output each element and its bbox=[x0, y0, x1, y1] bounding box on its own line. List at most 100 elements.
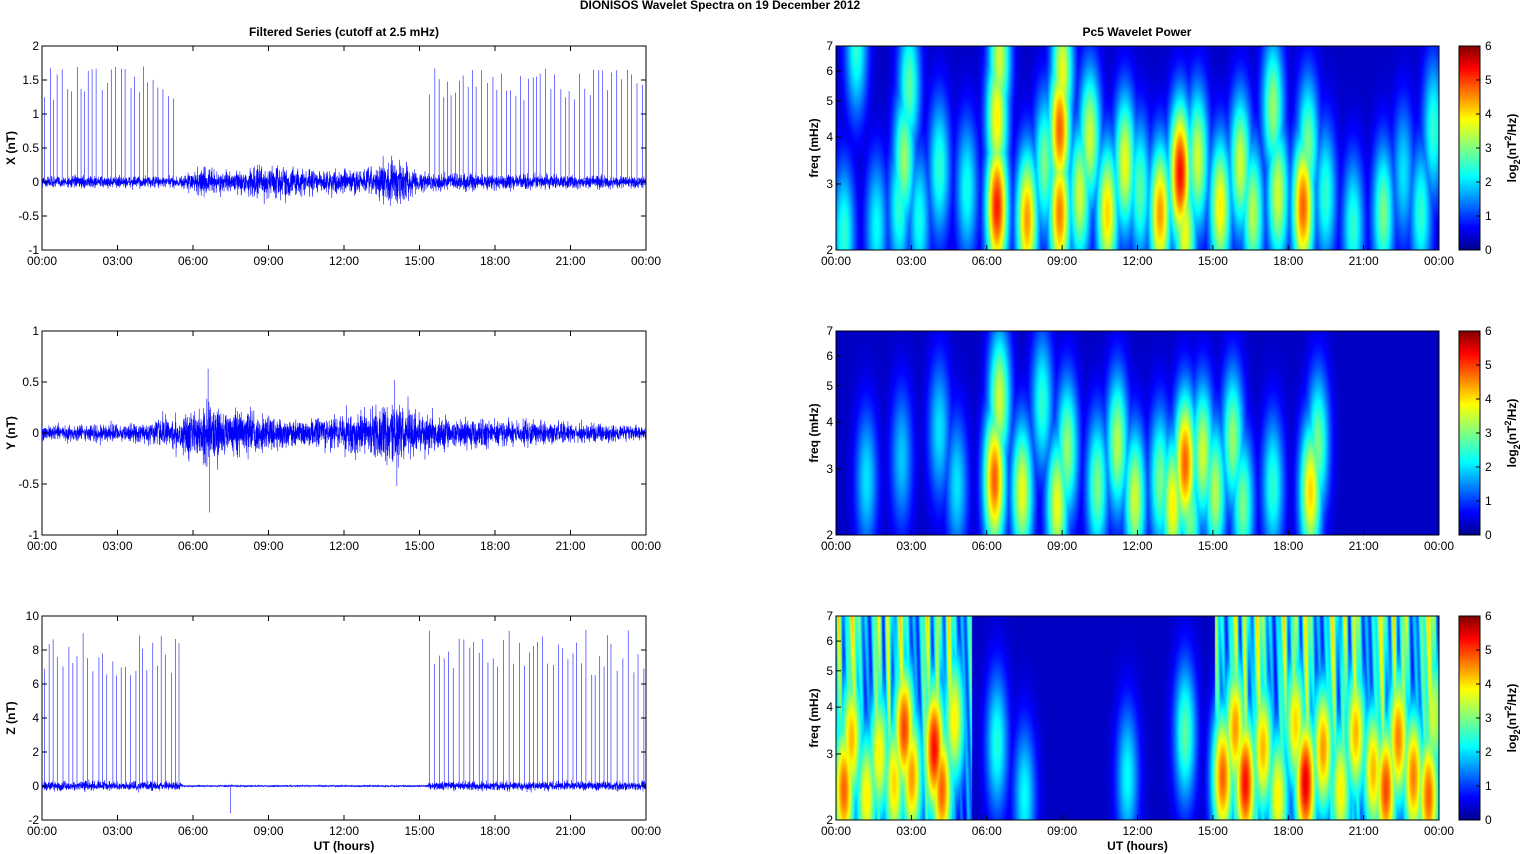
y-tick-label: 4 bbox=[32, 711, 39, 725]
x-tick-label: 00:00 bbox=[821, 539, 851, 553]
wavelet-panel-3: 00:00 03:00 06:00 09:00 12:00 15:00 18:00 21:00… bbox=[807, 609, 1521, 853]
x-tick-label: 00:00 bbox=[631, 254, 661, 268]
y-tick-label: 3 bbox=[826, 747, 833, 761]
colorbar-label: log2(nT2/Hz) bbox=[1503, 399, 1521, 468]
y-tick-label: 2 bbox=[32, 745, 39, 759]
x-tick-label: 15:00 bbox=[1198, 539, 1228, 553]
x-tick-label: 09:00 bbox=[253, 539, 283, 553]
x-tick-label: 12:00 bbox=[329, 254, 359, 268]
y-axis-label: Y (nT) bbox=[4, 416, 18, 450]
colorbar-tick-label: 6 bbox=[1485, 324, 1492, 338]
axes-frame bbox=[41, 45, 647, 251]
colorbar-tick-label: 0 bbox=[1485, 813, 1492, 827]
y-tick-label: 7 bbox=[826, 609, 833, 623]
y-tick-label: 0.5 bbox=[22, 141, 39, 155]
x-tick-label: 06:00 bbox=[972, 539, 1002, 553]
y-tick-label: 10 bbox=[26, 609, 40, 623]
wavelet-panel-1: 00:00 03:00 06:00 09:00 12:00 15:00 18:00 21:00… bbox=[807, 39, 1521, 268]
x-tick-label: 18:00 bbox=[480, 824, 510, 838]
figure-title: DIONISOS Wavelet Spectra on 19 December … bbox=[580, 0, 861, 12]
y-tick-label: 1 bbox=[32, 324, 39, 338]
y-tick-label: 4 bbox=[826, 130, 833, 144]
x-tick-label: 09:00 bbox=[253, 254, 283, 268]
y-tick-label: 3 bbox=[826, 462, 833, 476]
x-tick-label: 18:00 bbox=[1273, 539, 1303, 553]
y-tick-label: 0 bbox=[32, 175, 39, 189]
y-axis-label: freq (mHz) bbox=[807, 403, 821, 462]
colorbar-label: log2(nT2/Hz) bbox=[1503, 114, 1521, 183]
y-tick-label: 2 bbox=[826, 528, 833, 542]
x-tick-label: 03:00 bbox=[102, 824, 132, 838]
colorbar-tick-label: 3 bbox=[1485, 141, 1492, 155]
colorbar-tick-label: 3 bbox=[1485, 711, 1492, 725]
x-tick-label: 09:00 bbox=[1047, 254, 1077, 268]
x-tick-label: 03:00 bbox=[896, 824, 926, 838]
x-tick-label: 15:00 bbox=[404, 539, 434, 553]
right-column-title: Pc5 Wavelet Power bbox=[1083, 25, 1192, 39]
y-tick-label: 1.5 bbox=[22, 73, 39, 87]
x-tick-label: 03:00 bbox=[102, 254, 132, 268]
colorbar-tick-label: 1 bbox=[1485, 779, 1492, 793]
x-tick-label: 09:00 bbox=[1047, 539, 1077, 553]
x-tick-label: 00:00 bbox=[1424, 254, 1454, 268]
x-tick-label: 12:00 bbox=[1122, 254, 1152, 268]
wavelet-power-heatmap bbox=[836, 616, 1439, 820]
y-tick-label: 6 bbox=[826, 349, 833, 363]
axes-frame bbox=[41, 615, 647, 821]
colorbar-tick-label: 1 bbox=[1485, 209, 1492, 223]
wavelet-power-heatmap bbox=[836, 331, 1439, 535]
colorbar-tick-label: 0 bbox=[1485, 243, 1492, 257]
y-tick-label: 3 bbox=[826, 177, 833, 191]
x-tick-label: 03:00 bbox=[896, 539, 926, 553]
x-tick-label: 12:00 bbox=[329, 824, 359, 838]
colorbar-tick-label: 2 bbox=[1485, 175, 1492, 189]
y-tick-label: -1 bbox=[28, 243, 39, 257]
y-tick-label: 7 bbox=[826, 324, 833, 338]
x-tick-label: 15:00 bbox=[404, 824, 434, 838]
x-tick-label: 12:00 bbox=[1122, 539, 1152, 553]
colorbar-tick-label: 4 bbox=[1485, 392, 1492, 406]
x-tick-label: 00:00 bbox=[1424, 824, 1454, 838]
x-tick-label: 21:00 bbox=[555, 539, 585, 553]
x-tick-label: 15:00 bbox=[1198, 824, 1228, 838]
y-tick-label: 4 bbox=[826, 700, 833, 714]
x-axis-label: UT (hours) bbox=[1107, 839, 1168, 853]
y-tick-label: 2 bbox=[32, 39, 39, 53]
series-panel-1: 00:00 03:00 06:00 09:00 12:00 15:00 18:00 21:00… bbox=[4, 39, 661, 268]
x-tick-label: 12:00 bbox=[1122, 824, 1152, 838]
filtered-series-line bbox=[42, 66, 646, 207]
x-tick-label: 18:00 bbox=[480, 539, 510, 553]
colorbar-tick-label: 5 bbox=[1485, 358, 1492, 372]
x-tick-label: 00:00 bbox=[27, 824, 57, 838]
colorbar-tick-label: 4 bbox=[1485, 107, 1492, 121]
colorbar-tick-label: 0 bbox=[1485, 528, 1492, 542]
x-tick-label: 09:00 bbox=[253, 824, 283, 838]
x-tick-label: 00:00 bbox=[821, 254, 851, 268]
colorbar-tick-label: 6 bbox=[1485, 609, 1492, 623]
x-tick-label: 15:00 bbox=[404, 254, 434, 268]
colorbar-tick-label: 4 bbox=[1485, 677, 1492, 691]
y-tick-label: 5 bbox=[826, 664, 833, 678]
y-tick-label: 0.5 bbox=[22, 375, 39, 389]
x-tick-label: 06:00 bbox=[178, 824, 208, 838]
x-tick-label: 03:00 bbox=[102, 539, 132, 553]
wavelet-power-heatmap bbox=[836, 46, 1439, 250]
y-tick-label: 0 bbox=[32, 426, 39, 440]
x-tick-label: 21:00 bbox=[1349, 539, 1379, 553]
y-tick-label: 4 bbox=[826, 415, 833, 429]
x-tick-label: 00:00 bbox=[631, 824, 661, 838]
y-tick-label: -0.5 bbox=[18, 209, 39, 223]
colorbar-tick-label: 5 bbox=[1485, 73, 1492, 87]
x-tick-label: 21:00 bbox=[1349, 824, 1379, 838]
filtered-series-line bbox=[42, 368, 646, 513]
x-tick-label: 21:00 bbox=[555, 254, 585, 268]
y-tick-label: 2 bbox=[826, 243, 833, 257]
x-tick-label: 00:00 bbox=[27, 254, 57, 268]
x-tick-label: 00:00 bbox=[1424, 539, 1454, 553]
y-tick-label: -2 bbox=[28, 813, 39, 827]
y-axis-label: freq (mHz) bbox=[807, 118, 821, 177]
y-tick-label: 2 bbox=[826, 813, 833, 827]
colorbar-tick-label: 6 bbox=[1485, 39, 1492, 53]
x-tick-label: 09:00 bbox=[1047, 824, 1077, 838]
